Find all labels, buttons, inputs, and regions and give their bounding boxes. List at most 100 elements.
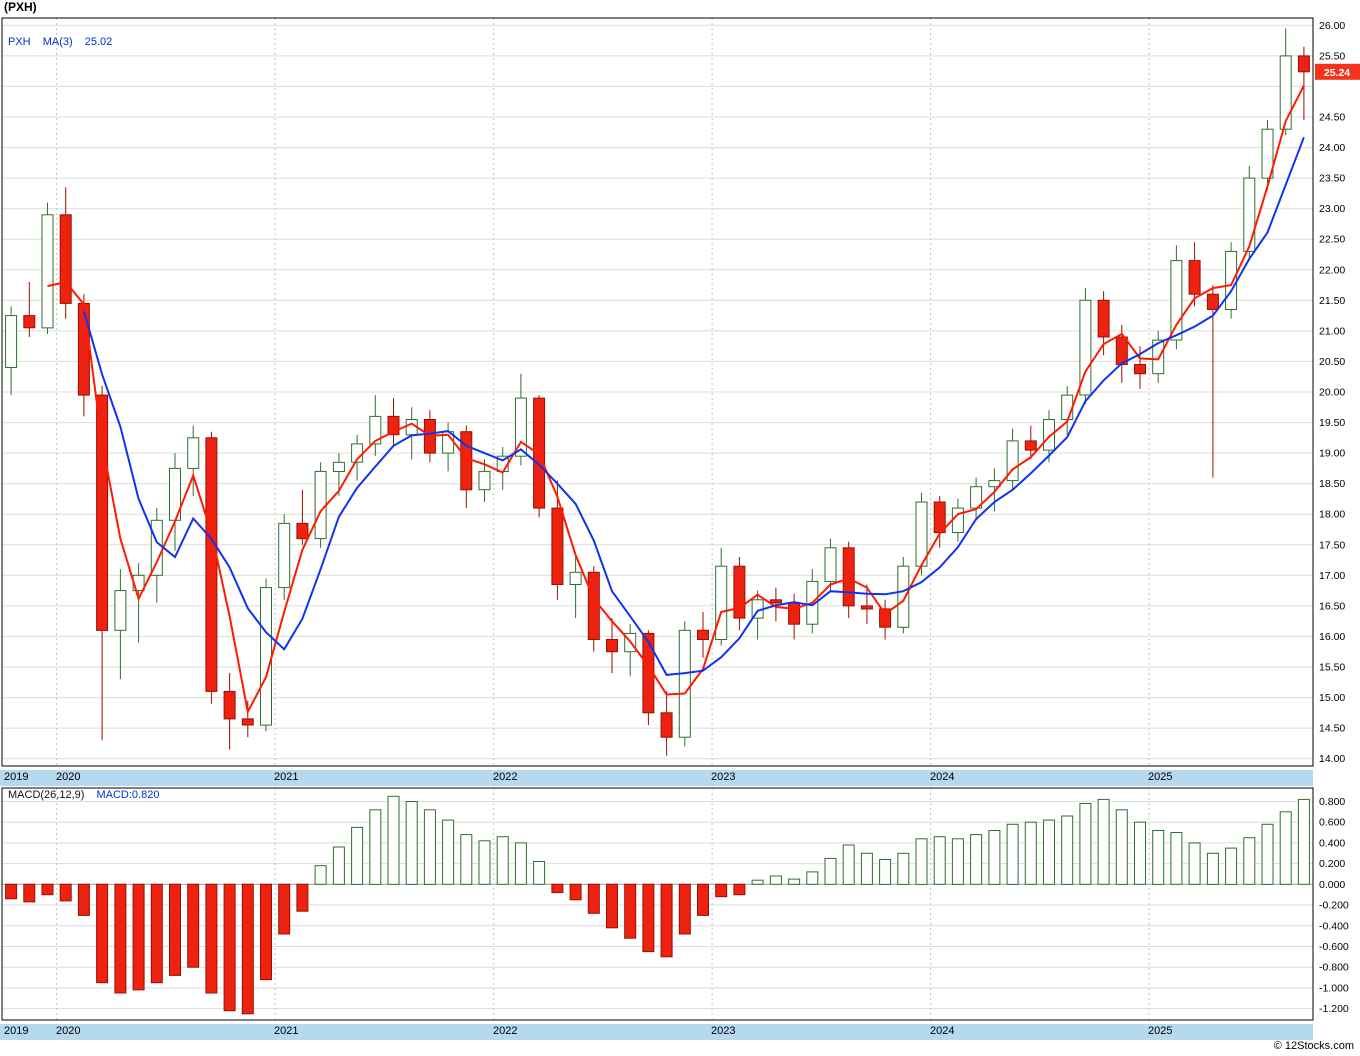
macd-bar bbox=[606, 883, 618, 929]
year-label: 2021 bbox=[274, 1025, 299, 1037]
svg-text:19.00: 19.00 bbox=[1319, 448, 1345, 460]
candle bbox=[660, 691, 673, 756]
candle bbox=[369, 395, 382, 457]
macd-bar bbox=[1134, 821, 1146, 885]
svg-text:-0.200: -0.200 bbox=[1319, 900, 1349, 912]
candle bbox=[569, 557, 582, 619]
macd-bar bbox=[806, 871, 819, 885]
macd-bar bbox=[1297, 798, 1310, 885]
macd-bar bbox=[1206, 852, 1219, 885]
macd-bar bbox=[951, 838, 964, 885]
price-gridlines bbox=[2, 24, 1313, 760]
macd-bar bbox=[1043, 819, 1055, 885]
macd-bar bbox=[5, 883, 18, 900]
svg-text:-0.600: -0.600 bbox=[1319, 941, 1349, 953]
ma-label: MA(3) bbox=[42, 36, 73, 48]
candle bbox=[296, 489, 309, 545]
svg-text:20.50: 20.50 bbox=[1319, 356, 1345, 368]
ma-slow-line bbox=[82, 136, 1305, 676]
ma-value: 25.02 bbox=[84, 36, 113, 48]
macd-bar bbox=[533, 861, 546, 885]
candle bbox=[587, 566, 600, 652]
candle bbox=[278, 514, 291, 600]
macd-bar bbox=[970, 834, 983, 885]
macd-bar bbox=[988, 830, 1001, 885]
year-label: 2025 bbox=[1148, 1025, 1173, 1037]
macd-bar bbox=[842, 844, 855, 885]
macd-bar bbox=[860, 852, 873, 885]
candle bbox=[915, 492, 928, 576]
svg-text:18.50: 18.50 bbox=[1319, 478, 1345, 490]
plot-border bbox=[1, 787, 1314, 1021]
macd-bar bbox=[1225, 847, 1238, 885]
svg-text:14.00: 14.00 bbox=[1319, 753, 1345, 765]
macd-bar bbox=[114, 883, 127, 994]
candle bbox=[1188, 242, 1201, 307]
macd-bar bbox=[624, 883, 637, 939]
macd-bar bbox=[1243, 837, 1256, 885]
svg-text:19.50: 19.50 bbox=[1319, 417, 1345, 429]
macd-bar bbox=[1170, 832, 1183, 885]
candle bbox=[23, 282, 36, 337]
candle bbox=[606, 618, 618, 674]
macd-bar bbox=[296, 883, 309, 912]
macd-bar bbox=[1152, 830, 1165, 885]
svg-text:21.50: 21.50 bbox=[1319, 295, 1345, 307]
macd-bar bbox=[933, 836, 946, 885]
macd-bar bbox=[1279, 811, 1292, 885]
macd-bar bbox=[788, 878, 801, 885]
svg-text:25.50: 25.50 bbox=[1319, 50, 1345, 62]
candle bbox=[951, 498, 964, 542]
candle bbox=[551, 480, 564, 600]
macd-panel: 0.800 0.600 0.400 0.200 0.000 -0.200 -0.400 -0.… bbox=[0, 786, 1360, 1024]
candle bbox=[1006, 428, 1019, 490]
svg-text:24.00: 24.00 bbox=[1319, 142, 1345, 154]
candle bbox=[788, 593, 801, 640]
candle bbox=[114, 569, 127, 680]
candle bbox=[1079, 288, 1092, 405]
candle bbox=[824, 538, 837, 591]
svg-text:16.00: 16.00 bbox=[1319, 631, 1345, 643]
macd-bar bbox=[1006, 823, 1019, 885]
svg-text:0.400: 0.400 bbox=[1319, 837, 1345, 849]
price-chart-panel: 26.00 25.50 24.50 24.00 23.50 23.00 22.50 22.00… bbox=[0, 16, 1360, 770]
candle bbox=[678, 621, 691, 747]
last-price-badge: 25.24 bbox=[1315, 63, 1360, 80]
macd-bar bbox=[423, 809, 436, 885]
macd-bar bbox=[369, 809, 382, 885]
macd-bar bbox=[260, 883, 272, 981]
macd-bar bbox=[1188, 842, 1201, 885]
macd-bar bbox=[1061, 815, 1074, 885]
macd-bar bbox=[1079, 803, 1092, 885]
candle bbox=[41, 202, 54, 334]
year-gridlines bbox=[56, 788, 1150, 1020]
macd-bar bbox=[205, 883, 218, 994]
candle bbox=[187, 425, 200, 496]
macd-bar bbox=[96, 883, 109, 984]
svg-text:26.00: 26.00 bbox=[1319, 20, 1345, 32]
macd-bar bbox=[1097, 798, 1110, 885]
x-axis-years-bottom: 2019 2020 2021 2022 2023 2024 2025 bbox=[0, 1024, 1313, 1040]
svg-text:23.00: 23.00 bbox=[1319, 203, 1345, 215]
svg-text:-0.800: -0.800 bbox=[1319, 962, 1349, 974]
candle bbox=[642, 630, 655, 726]
macd-bar bbox=[514, 842, 527, 885]
candle bbox=[314, 462, 327, 548]
candle bbox=[1225, 242, 1238, 319]
svg-text:0.000: 0.000 bbox=[1319, 879, 1345, 891]
candle bbox=[697, 612, 709, 658]
macd-bar bbox=[915, 838, 928, 885]
svg-text:18.00: 18.00 bbox=[1319, 509, 1345, 521]
macd-bar bbox=[551, 883, 564, 894]
svg-text:17.50: 17.50 bbox=[1319, 539, 1345, 551]
svg-text:23.50: 23.50 bbox=[1319, 173, 1345, 185]
macd-bar bbox=[150, 883, 163, 984]
candle bbox=[1024, 425, 1037, 460]
svg-text:24.50: 24.50 bbox=[1319, 112, 1345, 124]
macd-bar bbox=[697, 883, 709, 916]
candle bbox=[478, 459, 491, 502]
macd-bar bbox=[879, 859, 892, 885]
macd-value: MACD:0.820 bbox=[96, 789, 160, 801]
candle bbox=[733, 557, 746, 631]
